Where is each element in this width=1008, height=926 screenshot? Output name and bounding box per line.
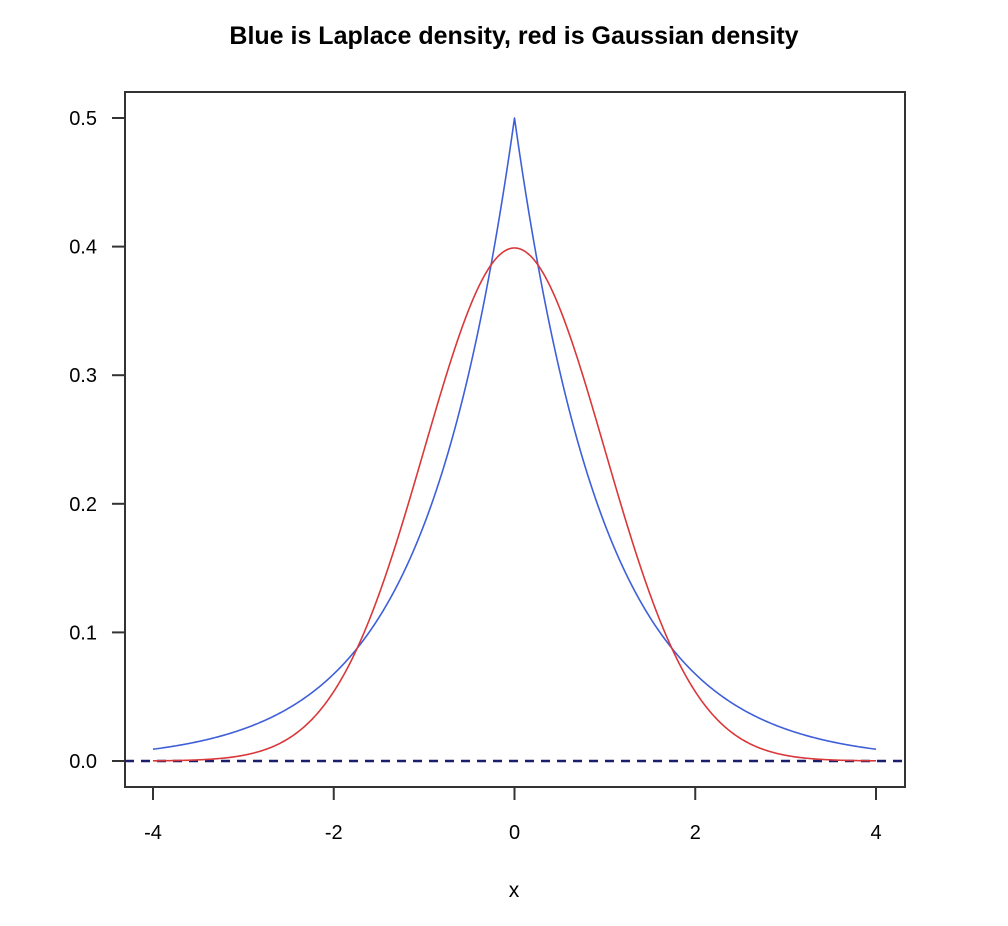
series-group (152, 117, 877, 762)
x-tick-label: 0 (509, 822, 520, 844)
y-axis: 0.0 0.1 0.2 0.3 0.4 0.5 (69, 108, 126, 773)
x-axis: -4 -2 0 2 4 (144, 786, 882, 844)
x-tick-label: -4 (144, 822, 162, 844)
y-tick-label: 0.1 (69, 622, 97, 644)
y-tick-label: 0.0 (69, 751, 97, 773)
y-tick-label: 0.2 (69, 494, 97, 516)
x-tick-label: -2 (325, 822, 343, 844)
chart-title: Blue is Laplace density, red is Gaussian… (229, 22, 798, 50)
y-tick-label: 0.4 (69, 237, 97, 259)
y-tick-label: 0.3 (69, 365, 97, 387)
gaussian-density-line (152, 247, 877, 762)
y-tick-label: 0.5 (69, 108, 97, 130)
laplace-density-line (152, 117, 877, 751)
x-tick-label: 4 (870, 822, 881, 844)
x-tick-label: 2 (690, 822, 701, 844)
x-axis-label: x (509, 879, 520, 902)
